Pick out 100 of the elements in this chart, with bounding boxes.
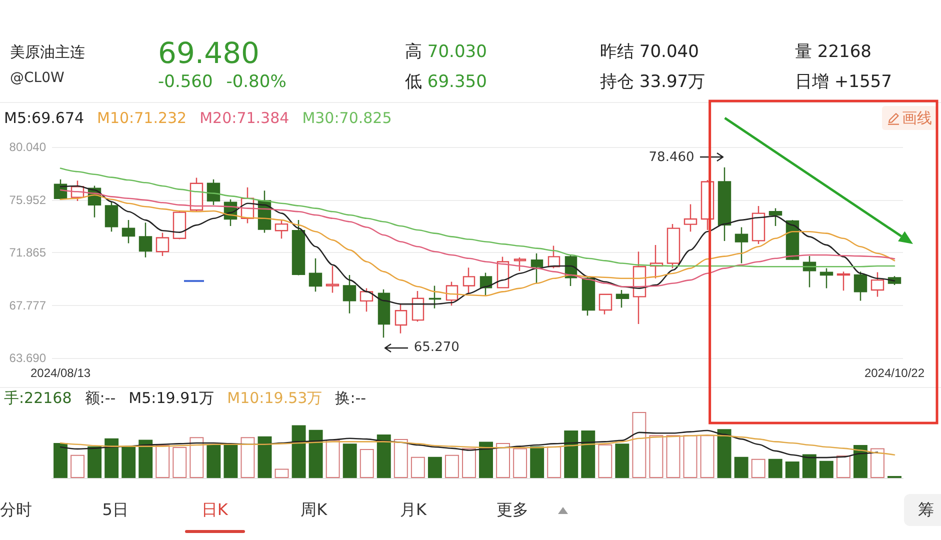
candlestick [598,293,612,315]
bar [734,456,748,478]
side-tab: 筹 [904,494,941,526]
text: 昨结 70.040 [600,42,699,62]
bar [853,445,868,478]
x-tick-label: 2024/08/13 [30,366,91,380]
bar [444,454,459,478]
y-tick-label: 71.865 [9,246,46,260]
candlestick [446,281,458,306]
bar [683,435,698,478]
bar [564,430,578,478]
bar [224,444,238,478]
text: 手:22168 [4,388,72,408]
candlestick [462,267,476,295]
text: 额:-- [84,388,116,408]
bar [632,412,646,478]
candlestick [888,276,902,286]
text: M30:70.825 [302,108,392,128]
y-tick-label: 75.952 [9,192,46,207]
bar [326,440,340,478]
text: @CL0W [10,69,64,88]
bar [138,440,153,478]
candlestick [718,166,732,242]
text: 周K [300,500,328,520]
candlestick [292,219,306,276]
candlestick [768,208,782,227]
bar [156,445,170,478]
text: 69.480 [158,36,260,70]
bar [768,458,782,478]
bar [104,438,119,478]
candlestick [684,204,698,232]
candlestick [530,252,544,284]
bar [530,446,544,478]
text: M5:69.674 [4,108,84,128]
text: 日K [201,500,228,520]
candlestick [308,258,322,292]
text: 更多 [496,500,528,520]
text: 美原油主连 [10,42,85,62]
candlestick [870,272,884,298]
candlestick [394,303,408,334]
candlestick [326,265,340,294]
candlestick [54,178,68,201]
candlestick [138,222,152,258]
text: M20:71.384 [200,108,290,128]
text: 高 70.030 [405,42,487,62]
bar [649,435,664,478]
draw-button: 画线 [882,106,937,130]
bar [598,444,612,478]
candlestick [206,178,220,206]
bar [785,462,800,478]
bar [394,439,408,478]
bar [428,456,442,478]
y-tick-label: 67.777 [9,298,46,312]
candlestick [342,274,356,314]
bar [88,446,102,478]
candlestick [582,276,596,316]
bar [479,442,493,478]
text: 量 22168 [795,42,872,62]
bar [802,454,816,478]
candlestick [412,290,424,322]
bar [240,437,255,478]
candlestick [514,256,526,272]
text: M10:71.232 [97,108,187,128]
candlestick [104,201,118,232]
bar [258,436,272,478]
bar [292,425,306,478]
bar [717,429,732,478]
bar [751,458,766,478]
bar [172,446,187,478]
text: 低 69.350 [405,72,487,92]
candlestick [836,271,850,292]
candlestick [820,268,834,289]
bar [547,446,562,478]
bar [308,430,323,478]
bar [206,444,221,478]
y-tick-label: 80.040 [9,140,46,154]
bar [70,454,85,478]
text: 换:-- [335,388,366,408]
candlestick [616,289,630,308]
bar [870,448,884,478]
bar [54,443,68,478]
candlestick [734,226,748,264]
candlestick [666,223,680,269]
candlestick [428,285,442,309]
bar [819,460,834,478]
bar [700,435,714,478]
text: 5日 [102,500,128,520]
text: 日增 +1557 [795,72,892,92]
bar [122,446,136,478]
candlestick [548,245,560,269]
candlestick [172,210,186,240]
bar [190,437,204,478]
y-tick-label: 63.690 [9,351,46,365]
candlestick [274,219,288,240]
line-series [60,168,896,268]
candlestick [854,271,868,302]
candlestick [480,272,492,296]
x-tick-label: 2024/10/22 [864,366,925,380]
bar [836,456,850,478]
bar [410,456,425,478]
